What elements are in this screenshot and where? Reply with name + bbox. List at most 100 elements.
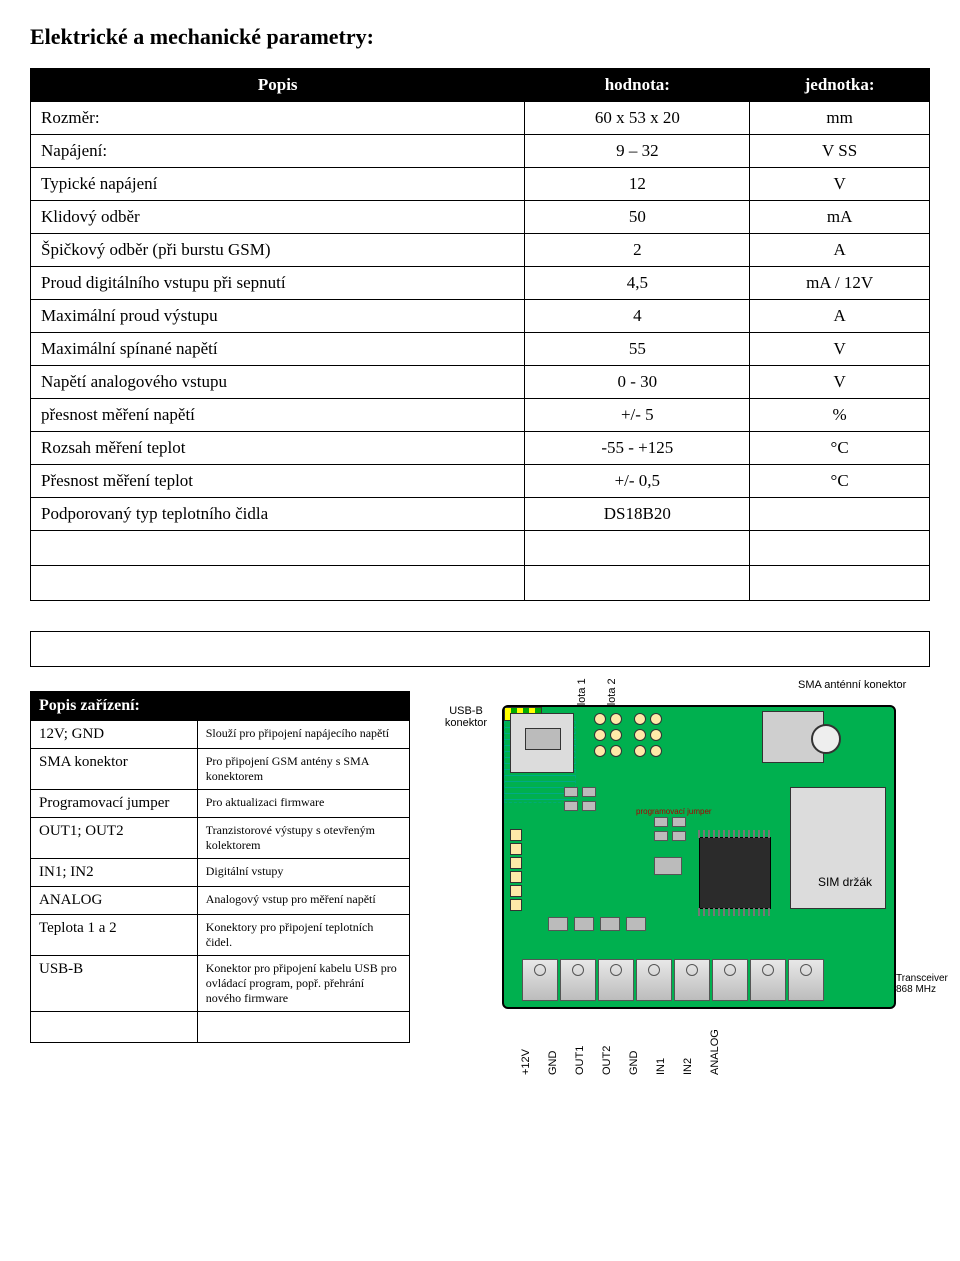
cell-value: 12 bbox=[525, 168, 750, 201]
bottom-pin-labels: +12V GND OUT1 OUT2 GND IN1 IN2 ANALOG bbox=[520, 1075, 721, 1087]
label-prog: programovací jumper bbox=[636, 807, 712, 816]
cell-label: Maximální spínané napětí bbox=[31, 333, 525, 366]
label-transceiver: Transceiver 868 MHz bbox=[896, 973, 956, 983]
empty-framed-box bbox=[30, 631, 930, 667]
cell-name: Programovací jumper bbox=[31, 790, 198, 818]
table-row-empty bbox=[31, 531, 930, 566]
cell-value: 4 bbox=[525, 300, 750, 333]
cell-name: 12V; GND bbox=[31, 721, 198, 749]
cell-unit bbox=[750, 498, 930, 531]
table-row: 12V; GNDSlouží pro připojení napájecího … bbox=[31, 721, 410, 749]
cell-unit: mm bbox=[750, 102, 930, 135]
cell-unit: V SS bbox=[750, 135, 930, 168]
table-row: Rozměr:60 x 53 x 20mm bbox=[31, 102, 930, 135]
table-row: Programovací jumperPro aktualizaci firmw… bbox=[31, 790, 410, 818]
cell-value: 55 bbox=[525, 333, 750, 366]
table-row: Maximální spínané napětí55V bbox=[31, 333, 930, 366]
table-row: OUT1; OUT2Tranzistorové výstupy s otevře… bbox=[31, 818, 410, 859]
label-gnd2: GND bbox=[628, 1063, 640, 1075]
table-row: Teplota 1 a 2Konektory pro připojení tep… bbox=[31, 915, 410, 956]
cell-label: Špičkový odběr (při burstu GSM) bbox=[31, 234, 525, 267]
cell-value: 2 bbox=[525, 234, 750, 267]
cell-label: Rozsah měření teplot bbox=[31, 432, 525, 465]
table-row-empty bbox=[31, 566, 930, 601]
label-in1: IN1 bbox=[655, 1063, 667, 1075]
pcb-diagram: USB-B konektor Teplota 1 Teplota 2 SMA a… bbox=[428, 705, 908, 1009]
th-jednotka: jednotka: bbox=[750, 69, 930, 102]
table-row: přesnost měření napětí+/- 5% bbox=[31, 399, 930, 432]
table-row: Maximální proud výstupu4A bbox=[31, 300, 930, 333]
cell-value: 60 x 53 x 20 bbox=[525, 102, 750, 135]
cell-text: Konektory pro připojení teplotních čidel… bbox=[197, 915, 409, 956]
table-row: SMA konektorPro připojení GSM antény s S… bbox=[31, 749, 410, 790]
usb-connector-icon bbox=[510, 713, 574, 773]
cell-label: Podporovaný typ teplotního čidla bbox=[31, 498, 525, 531]
cell-unit: mA bbox=[750, 201, 930, 234]
cell-unit: V bbox=[750, 366, 930, 399]
sma-connector-icon bbox=[762, 711, 824, 763]
cell-text: Pro připojení GSM antény s SMA konektore… bbox=[197, 749, 409, 790]
sim-holder-icon bbox=[790, 787, 886, 909]
pcb-board: SIM držák programovací jumper bbox=[502, 705, 896, 1009]
th-hodnota: hodnota: bbox=[525, 69, 750, 102]
cell-name: IN1; IN2 bbox=[31, 859, 198, 887]
table-row: Klidový odběr50mA bbox=[31, 201, 930, 234]
cell-unit: A bbox=[750, 300, 930, 333]
cell-text: Konektor pro připojení kabelu USB pro ov… bbox=[197, 956, 409, 1012]
table-row: Špičkový odběr (při burstu GSM)2A bbox=[31, 234, 930, 267]
cell-label: Maximální proud výstupu bbox=[31, 300, 525, 333]
cell-unit: A bbox=[750, 234, 930, 267]
label-12v: +12V bbox=[520, 1063, 532, 1075]
table-row: Napájení:9 – 32V SS bbox=[31, 135, 930, 168]
label-sim: SIM držák bbox=[818, 875, 872, 889]
cell-text: Pro aktualizaci firmware bbox=[197, 790, 409, 818]
device-description-table: Popis zařízení: 12V; GNDSlouží pro připo… bbox=[30, 691, 410, 1043]
label-gnd1: GND bbox=[547, 1063, 559, 1075]
table-row: USB-BKonektor pro připojení kabelu USB p… bbox=[31, 956, 410, 1012]
pin-header-icon bbox=[510, 829, 522, 913]
table-row: Napětí analogového vstupu0 - 30V bbox=[31, 366, 930, 399]
cell-label: Proud digitálního vstupu při sepnutí bbox=[31, 267, 525, 300]
table-row: Rozsah měření teplot-55 - +125°C bbox=[31, 432, 930, 465]
mcu-chip-icon bbox=[699, 837, 771, 909]
cell-label: Typické napájení bbox=[31, 168, 525, 201]
table-row-empty bbox=[31, 1012, 410, 1043]
cell-unit: °C bbox=[750, 465, 930, 498]
table-row: Podporovaný typ teplotního čidlaDS18B20 bbox=[31, 498, 930, 531]
cell-name: OUT1; OUT2 bbox=[31, 818, 198, 859]
cell-value: DS18B20 bbox=[525, 498, 750, 531]
cell-value: 9 – 32 bbox=[525, 135, 750, 168]
parameters-table: Popis hodnota: jednotka: Rozměr:60 x 53 … bbox=[30, 68, 930, 601]
desc-header: Popis zařízení: bbox=[31, 692, 410, 721]
cell-label: Napětí analogového vstupu bbox=[31, 366, 525, 399]
cell-value: +/- 5 bbox=[525, 399, 750, 432]
table-row: Přesnost měření teplot+/- 0,5°C bbox=[31, 465, 930, 498]
table-row: Proud digitálního vstupu při sepnutí4,5m… bbox=[31, 267, 930, 300]
label-in2: IN2 bbox=[682, 1063, 694, 1075]
cell-text: Analogový vstup pro měření napětí bbox=[197, 887, 409, 915]
table-row: ANALOGAnalogový vstup pro měření napětí bbox=[31, 887, 410, 915]
cell-name: USB-B bbox=[31, 956, 198, 1012]
label-out1: OUT1 bbox=[574, 1063, 586, 1075]
cell-unit: % bbox=[750, 399, 930, 432]
cell-text: Tranzistorové výstupy s otevřeným kolekt… bbox=[197, 818, 409, 859]
label-usb: USB-B konektor bbox=[436, 705, 496, 729]
table-row: Typické napájení12V bbox=[31, 168, 930, 201]
cell-unit: mA / 12V bbox=[750, 267, 930, 300]
cell-value: +/- 0,5 bbox=[525, 465, 750, 498]
cell-unit: V bbox=[750, 168, 930, 201]
cell-value: 4,5 bbox=[525, 267, 750, 300]
cell-unit: °C bbox=[750, 432, 930, 465]
cell-label: přesnost měření napětí bbox=[31, 399, 525, 432]
cell-label: Klidový odběr bbox=[31, 201, 525, 234]
label-sma: SMA anténní konektor bbox=[798, 679, 908, 691]
label-analog: ANALOG bbox=[709, 1063, 721, 1075]
cell-name: ANALOG bbox=[31, 887, 198, 915]
cell-label: Přesnost měření teplot bbox=[31, 465, 525, 498]
cell-value: 0 - 30 bbox=[525, 366, 750, 399]
cell-name: SMA konektor bbox=[31, 749, 198, 790]
th-popis: Popis bbox=[31, 69, 525, 102]
cell-label: Napájení: bbox=[31, 135, 525, 168]
page-title: Elektrické a mechanické parametry: bbox=[30, 24, 930, 50]
cell-label: Rozměr: bbox=[31, 102, 525, 135]
